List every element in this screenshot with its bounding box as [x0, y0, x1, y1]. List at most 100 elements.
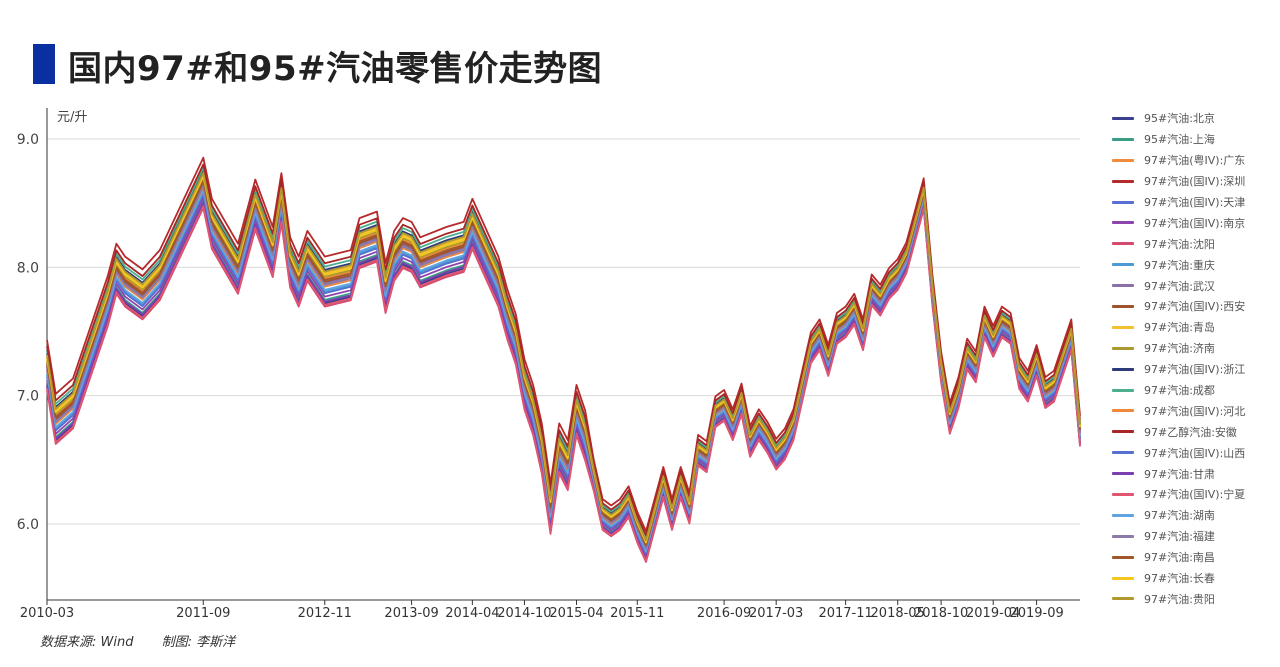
legend-swatch [1112, 388, 1134, 392]
legend-item: 97#汽油:济南 [1112, 338, 1277, 359]
y-axis-label: 元/升 [57, 110, 87, 125]
legend-swatch [1112, 472, 1134, 476]
legend-label: 97#汽油(粤IV):广东 [1144, 154, 1246, 168]
x-tick-label: 2014-10 [497, 606, 551, 621]
legend-item: 97#汽油(国IV):河北 [1112, 400, 1277, 421]
legend-swatch [1112, 367, 1134, 371]
series-line [46, 196, 1081, 557]
y-tick-label: 7.0 [17, 389, 39, 405]
x-tick-label: 2011-09 [176, 606, 230, 621]
legend-label: 97#汽油:湖南 [1144, 509, 1215, 523]
x-tick-label: 2010-03 [20, 606, 74, 621]
legend-swatch [1112, 346, 1134, 350]
x-tick-label: 2018-05 [871, 606, 925, 621]
series-line [46, 193, 1081, 555]
legend-item: 97#汽油(国IV):宁夏 [1112, 484, 1277, 505]
legend-item: 97#汽油:贵阳 [1112, 588, 1277, 609]
legend-item: 97#汽油:南昌 [1112, 547, 1277, 568]
x-tick-label: 2019-09 [1009, 606, 1063, 621]
legend-label: 97#汽油:济南 [1144, 342, 1215, 356]
grid-lines [47, 138, 1080, 525]
legend-label: 97#汽油:武汉 [1144, 279, 1215, 293]
legend-item: 95#汽油:上海 [1112, 129, 1277, 150]
legend-label: 97#汽油:长春 [1144, 572, 1215, 586]
series-line [46, 186, 1081, 551]
series-line [46, 183, 1081, 549]
legend-swatch [1112, 242, 1134, 246]
legend-label: 97#汽油:甘肃 [1144, 467, 1215, 481]
legend-swatch [1112, 430, 1134, 434]
series-line [46, 190, 1081, 553]
series-line [46, 185, 1081, 550]
x-tick-label: 2015-11 [610, 606, 664, 621]
series-line [46, 181, 1081, 548]
y-tick-label: 9.0 [17, 132, 39, 148]
y-tick-label: 8.0 [17, 260, 39, 276]
series-lines [46, 156, 1081, 563]
series-line [46, 205, 1081, 562]
legend-item: 97#汽油:成都 [1112, 380, 1277, 401]
axes: 6.0 7.0 8.0 9.0 2010-03 2011-09 2012-11 2013-09… [17, 108, 1080, 621]
legend-swatch [1112, 451, 1134, 455]
series-line [46, 180, 1081, 547]
legend: 95#汽油:北京 95#汽油:上海 97#汽油(粤IV):广东 97#汽油(国IV):… [1112, 108, 1277, 609]
legend-item: 97#汽油:长春 [1112, 568, 1277, 589]
author-text: 制图: 李斯洋 [161, 635, 236, 650]
legend-item: 97#汽油:武汉 [1112, 275, 1277, 296]
series-line [46, 178, 1081, 546]
legend-swatch [1112, 597, 1134, 601]
source-note: 数据来源: Wind 制图: 李斯洋 [40, 631, 235, 650]
series-line [46, 200, 1081, 559]
legend-label: 97#汽油:贵阳 [1144, 592, 1215, 606]
legend-item: 97#汽油:福建 [1112, 526, 1277, 547]
source-text: 数据来源: Wind [40, 635, 134, 650]
series-line [46, 201, 1081, 560]
series-line [46, 191, 1081, 554]
legend-item: 97#汽油(粤IV):广东 [1112, 150, 1277, 171]
legend-swatch [1112, 304, 1134, 308]
legend-label: 97#汽油:青岛 [1144, 321, 1215, 335]
legend-item: 97#汽油:湖南 [1112, 505, 1277, 526]
legend-item: 97#汽油(国IV):西安 [1112, 296, 1277, 317]
x-tick-label: 2017-03 [749, 606, 803, 621]
x-tick-label: 2014-04 [445, 606, 499, 621]
legend-item: 97#汽油(国IV):南京 [1112, 212, 1277, 233]
legend-swatch [1112, 221, 1134, 225]
x-tick-label: 2012-11 [298, 606, 352, 621]
x-tick-label: 2017-11 [818, 606, 872, 621]
legend-label: 97#汽油(国IV):山西 [1144, 446, 1246, 460]
legend-item: 97#汽油(国IV):深圳 [1112, 171, 1277, 192]
legend-label: 97#汽油(国IV):西安 [1144, 300, 1246, 314]
title-accent-bar [33, 44, 55, 84]
legend-item: 97#汽油:重庆 [1112, 254, 1277, 275]
legend-swatch [1112, 116, 1134, 120]
legend-label: 97#乙醇汽油:安徽 [1144, 425, 1237, 439]
legend-item: 97#汽油(国IV):浙江 [1112, 359, 1277, 380]
legend-swatch [1112, 576, 1134, 580]
legend-label: 97#汽油(国IV):浙江 [1144, 363, 1246, 377]
series-line [46, 186, 1081, 551]
legend-label: 97#汽油:成都 [1144, 384, 1215, 398]
x-tick-label: 2015-04 [549, 606, 603, 621]
legend-item: 97#汽油:青岛 [1112, 317, 1277, 338]
legend-label: 97#汽油(国IV):深圳 [1144, 175, 1246, 189]
legend-label: 97#汽油(国IV):天津 [1144, 196, 1246, 209]
legend-swatch [1112, 325, 1134, 329]
legend-swatch [1112, 555, 1134, 559]
x-tick-label: 2019-04 [966, 606, 1020, 621]
chart-title: 国内97#和95#汽油零售价走势图 [68, 49, 603, 89]
legend-item: 97#汽油(国IV):天津 [1112, 192, 1277, 213]
legend-item: 97#汽油:甘肃 [1112, 463, 1277, 484]
legend-label: 97#汽油:南昌 [1144, 551, 1215, 565]
legend-swatch [1112, 284, 1134, 288]
legend-item: 97#乙醇汽油:安徽 [1112, 421, 1277, 442]
series-line [46, 171, 1081, 542]
legend-swatch [1112, 158, 1134, 162]
legend-label: 97#汽油(国IV):河北 [1144, 404, 1246, 418]
x-tick-label: 2018-10 [914, 606, 968, 621]
legend-item: 97#汽油:沈阳 [1112, 233, 1277, 254]
legend-label: 97#汽油(国IV):宁夏 [1144, 488, 1246, 502]
series-line [46, 206, 1081, 563]
legend-swatch [1112, 409, 1134, 413]
